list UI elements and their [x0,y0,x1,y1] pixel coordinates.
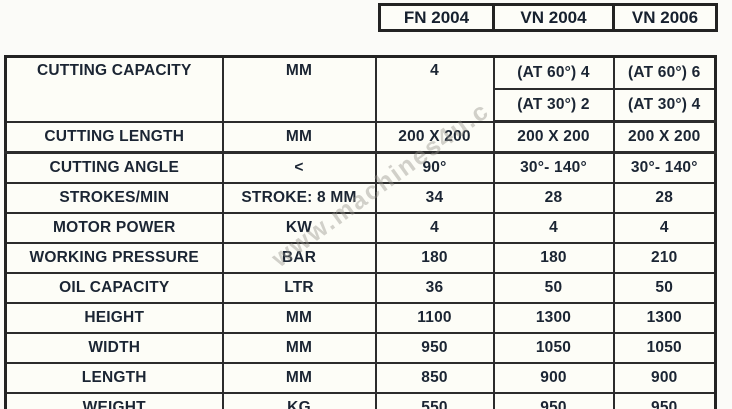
value-cell: 950 [612,392,717,409]
value-cell-vn2006-at60: (AT 60°) 6 [612,55,717,90]
row-cutting-length: CUTTING LENGTH MM 200 X 200 200 X 200 20… [4,120,717,154]
value-cell: 28 [492,182,615,214]
value-cell: 200 X 200 [374,120,495,154]
model-header-vn2004: VN 2004 [492,3,615,32]
value-cell: 34 [374,182,495,214]
value-cell: 210 [612,242,717,274]
value-cell: 950 [374,332,495,364]
value-cell: 850 [374,362,495,394]
unit-cell: STROKE: 8 MM [221,182,377,214]
row-label: MOTOR POWER [4,212,224,244]
row-strokes-min: STROKES/MIN STROKE: 8 MM 34 28 28 [4,182,717,214]
value-cell: 4 [374,212,495,244]
value-cell: 1050 [612,332,717,364]
row-label: CUTTING CAPACITY [4,55,224,123]
row-label: WORKING PRESSURE [4,242,224,274]
row-label: CUTTING ANGLE [4,151,224,184]
row-height: HEIGHT MM 1100 1300 1300 [4,302,717,334]
unit-cell: MM [221,362,377,394]
value-cell: 200 X 200 [492,120,615,154]
value-cell-vn2004-at60: (AT 60°) 4 [492,55,615,90]
row-label: HEIGHT [4,302,224,334]
value-cell: 1300 [492,302,615,334]
row-weight: WEIGHT KG 550 950 950 [4,392,717,409]
row-label: LENGTH [4,362,224,394]
unit-cell: MM [221,332,377,364]
value-cell: 30°- 140° [492,151,615,184]
value-cell: 900 [612,362,717,394]
row-width: WIDTH MM 950 1050 1050 [4,332,717,364]
row-motor-power: MOTOR POWER KW 4 4 4 [4,212,717,244]
unit-cell: MM [221,120,377,154]
value-cell-vn2004-at30: (AT 30°) 2 [492,88,615,123]
value-cell: 180 [374,242,495,274]
value-cell: 1300 [612,302,717,334]
value-cell: 550 [374,392,495,409]
unit-cell: < [221,151,377,184]
value-cell: 28 [612,182,717,214]
unit-cell: MM [221,302,377,334]
value-cell: 50 [612,272,717,304]
unit-cell: LTR [221,272,377,304]
row-label: CUTTING LENGTH [4,120,224,154]
row-oil-capacity: OIL CAPACITY LTR 36 50 50 [4,272,717,304]
value-cell: 1050 [492,332,615,364]
value-cell: 30°- 140° [612,151,717,184]
row-label: WEIGHT [4,392,224,409]
row-cutting-capacity: CUTTING CAPACITY MM 4 (AT 60°) 4 (AT 60°… [4,55,717,123]
row-length: LENGTH MM 850 900 900 [4,362,717,394]
row-label: WIDTH [4,332,224,364]
value-cell: 950 [492,392,615,409]
row-label: OIL CAPACITY [4,272,224,304]
value-cell: 4 [612,212,717,244]
value-cell: 4 [492,212,615,244]
unit-cell: BAR [221,242,377,274]
unit-cell: KW [221,212,377,244]
model-header-table: FN 2004 VN 2004 VN 2006 [378,3,718,32]
value-cell: 180 [492,242,615,274]
model-header-vn2006: VN 2006 [612,3,718,32]
value-cell: 900 [492,362,615,394]
value-cell: 90° [374,151,495,184]
value-cell: 1100 [374,302,495,334]
row-cutting-capacity-sub: (AT 30°) 2 (AT 30°) 4 [6,88,717,123]
value-cell-fn2004: 4 [374,55,495,123]
unit-cell: KG [221,392,377,409]
row-cutting-angle: CUTTING ANGLE < 90° 30°- 140° 30°- 140° [4,151,717,184]
unit-cell: MM [221,55,377,123]
value-cell: 50 [492,272,615,304]
row-working-pressure: WORKING PRESSURE BAR 180 180 210 [4,242,717,274]
spec-table: CUTTING CAPACITY MM 4 (AT 60°) 4 (AT 60°… [4,55,717,409]
row-label: STROKES/MIN [4,182,224,214]
model-header-fn2004: FN 2004 [378,3,495,32]
model-header-row: FN 2004 VN 2004 VN 2006 [378,3,718,32]
value-cell-vn2006-at30: (AT 30°) 4 [612,88,717,123]
value-cell: 36 [374,272,495,304]
value-cell: 200 X 200 [612,120,717,154]
